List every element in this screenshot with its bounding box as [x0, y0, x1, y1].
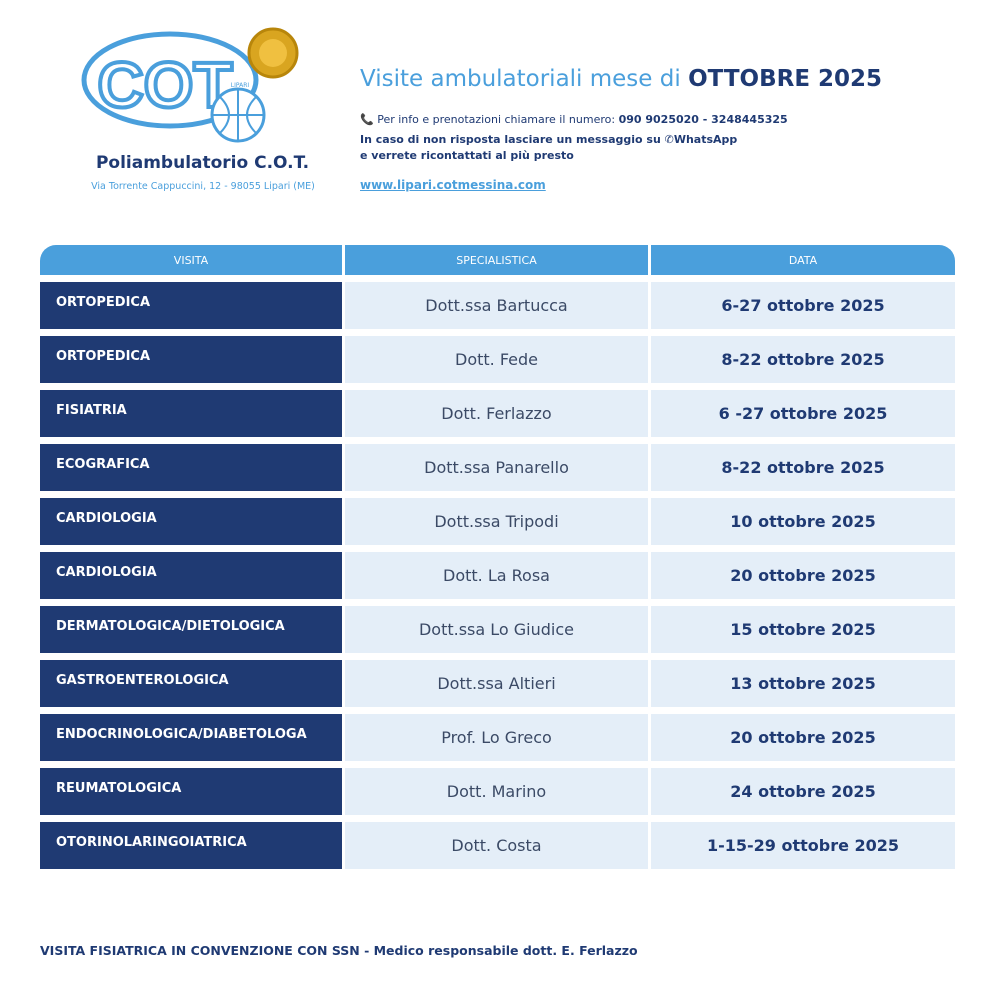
- phone-line: 📞 Per info e prenotazioni chiamare il nu…: [360, 113, 788, 126]
- date-cell: 13 ottobre 2025: [651, 660, 955, 707]
- column-header: DATA: [651, 245, 955, 275]
- title-prefix: Visite ambulatoriali mese di: [360, 66, 681, 92]
- visit-type-cell: CARDIOLOGIA: [40, 552, 342, 599]
- visit-type-cell: ORTOPEDICA: [40, 282, 342, 329]
- date-cell: 15 ottobre 2025: [651, 606, 955, 653]
- logo: COT LIPARI: [81, 27, 299, 143]
- logo-ring: [81, 31, 259, 129]
- logo-ball-lines: [212, 89, 264, 141]
- logo-text: COT: [97, 49, 232, 121]
- footer-note: VISITA FISIATRICA IN CONVENZIONE CON SSN…: [40, 943, 638, 958]
- logo-subtext: LIPARI: [231, 82, 250, 89]
- visit-type-cell: CARDIOLOGIA: [40, 498, 342, 545]
- specialist-cell: Dott. Ferlazzo: [345, 390, 648, 437]
- date-cell: 20 ottobre 2025: [651, 714, 955, 761]
- phone-text: Per info e prenotazioni chiamare il nume…: [377, 113, 616, 126]
- column-header: VISITA: [40, 245, 342, 275]
- date-cell: 20 ottobre 2025: [651, 552, 955, 599]
- specialist-cell: Dott. Fede: [345, 336, 648, 383]
- specialist-cell: Dott.ssa Tripodi: [345, 498, 648, 545]
- title: Visite ambulatoriali mese di OTTOBRE 202…: [360, 66, 882, 92]
- visit-type-cell: FISIATRIA: [40, 390, 342, 437]
- visit-type-cell: OTORINOLARINGOIATRICA: [40, 822, 342, 869]
- specialist-cell: Dott.ssa Lo Giudice: [345, 606, 648, 653]
- title-month: OTTOBRE 2025: [688, 66, 883, 92]
- date-cell: 6 -27 ottobre 2025: [651, 390, 955, 437]
- message-line: e verrete ricontattati al più presto: [360, 149, 574, 162]
- date-cell: 1-15-29 ottobre 2025: [651, 822, 955, 869]
- specialist-cell: Dott. Costa: [345, 822, 648, 869]
- phone-numbers: 090 9025020 - 3248445325: [618, 113, 788, 126]
- visit-type-cell: ENDOCRINOLOGICA/DIABETOLOGA: [40, 714, 342, 761]
- clinic-address: Via Torrente Cappuccini, 12 - 98055 Lipa…: [91, 181, 315, 192]
- gold-seal-inner: [259, 39, 287, 67]
- visit-type-cell: GASTROENTEROLOGICA: [40, 660, 342, 707]
- column-header: SPECIALISTICA: [345, 245, 648, 275]
- message-text: In caso di non risposta lasciare un mess…: [360, 133, 661, 146]
- date-cell: 10 ottobre 2025: [651, 498, 955, 545]
- date-cell: 6-27 ottobre 2025: [651, 282, 955, 329]
- specialist-cell: Prof. Lo Greco: [345, 714, 648, 761]
- visit-type-cell: DERMATOLOGICA/DIETOLOGICA: [40, 606, 342, 653]
- date-cell: 24 ottobre 2025: [651, 768, 955, 815]
- specialist-cell: Dott.ssa Panarello: [345, 444, 648, 491]
- website-link[interactable]: www.lipari.cotmessina.com: [360, 178, 546, 192]
- specialist-cell: Dott. Marino: [345, 768, 648, 815]
- schedule-table: VISITA SPECIALISTICA DATA ORTOPEDICA Dott.ss…: [40, 245, 955, 869]
- specialist-cell: Dott.ssa Altieri: [345, 660, 648, 707]
- message-line: In caso di non risposta lasciare un mess…: [360, 133, 738, 146]
- clinic-name: Poliambulatorio C.O.T.: [95, 153, 310, 173]
- date-cell: 8-22 ottobre 2025: [651, 444, 955, 491]
- specialist-cell: Dott. La Rosa: [345, 552, 648, 599]
- visit-type-cell: REUMATOLOGICA: [40, 768, 342, 815]
- message-app: WhatsApp: [673, 133, 738, 146]
- specialist-cell: Dott.ssa Bartucca: [345, 282, 648, 329]
- date-cell: 8-22 ottobre 2025: [651, 336, 955, 383]
- visit-type-cell: ORTOPEDICA: [40, 336, 342, 383]
- visit-type-cell: ECOGRAFICA: [40, 444, 342, 491]
